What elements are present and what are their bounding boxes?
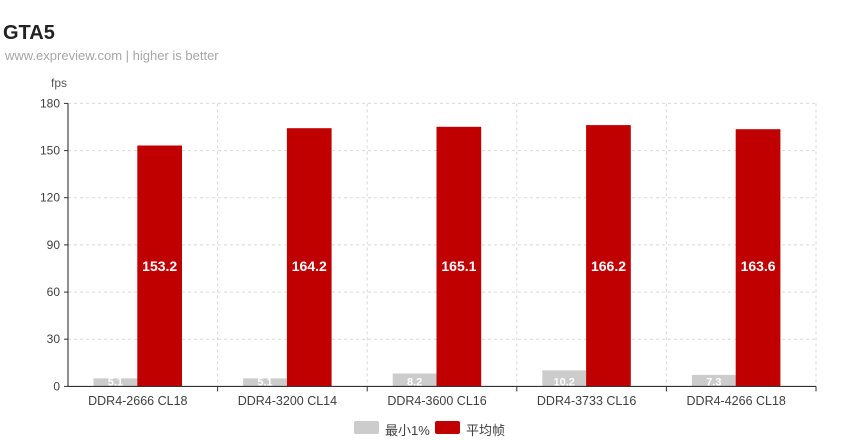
- svg-text:90: 90: [47, 238, 61, 252]
- svg-text:DDR4-2666 CL18: DDR4-2666 CL18: [88, 394, 187, 408]
- svg-text:DDR4-4266 CL18: DDR4-4266 CL18: [687, 394, 786, 408]
- svg-text:60: 60: [47, 285, 61, 299]
- svg-text:153.2: 153.2: [142, 258, 177, 274]
- svg-text:163.6: 163.6: [741, 258, 776, 274]
- svg-text:DDR4-3733 CL16: DDR4-3733 CL16: [537, 394, 636, 408]
- svg-text:150: 150: [40, 144, 60, 158]
- svg-text:0: 0: [53, 379, 60, 393]
- svg-text:DDR4-3600 CL16: DDR4-3600 CL16: [387, 394, 486, 408]
- svg-text:164.2: 164.2: [292, 258, 327, 274]
- svg-text:DDR4-3200 CL14: DDR4-3200 CL14: [238, 394, 337, 408]
- svg-text:180: 180: [40, 96, 60, 110]
- svg-text:166.2: 166.2: [591, 258, 626, 274]
- svg-text:30: 30: [47, 332, 61, 346]
- svg-text:120: 120: [40, 191, 60, 205]
- svg-text:165.1: 165.1: [441, 258, 476, 274]
